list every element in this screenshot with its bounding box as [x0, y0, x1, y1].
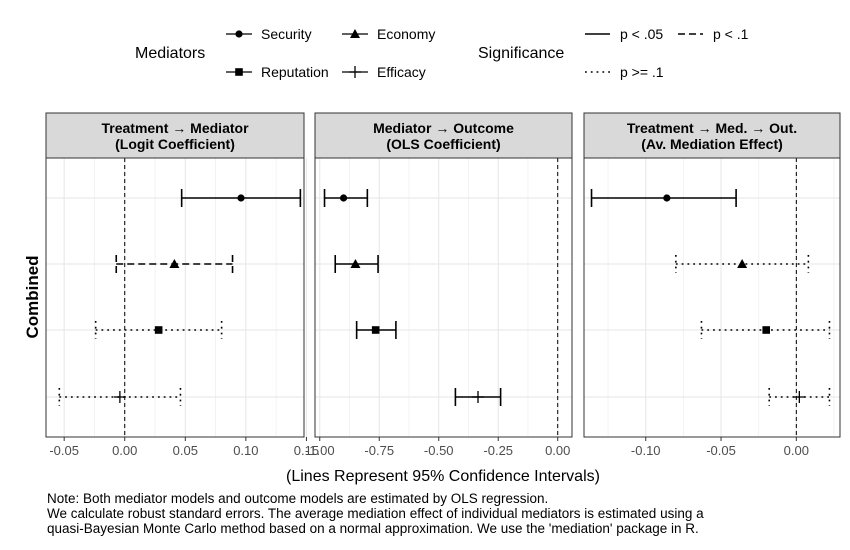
point-estimate-marker — [154, 326, 163, 334]
point-estimate-marker — [762, 326, 771, 334]
legend-label: p < .05 — [620, 26, 663, 42]
chart-panels: Treatment → Mediator(Logit Coefficient) -… — [45, 112, 841, 458]
data-point-economy — [334, 255, 379, 273]
tick-label: 0.00 — [545, 443, 570, 458]
legend-item-efficacy: Efficacy — [342, 64, 426, 80]
point-estimate-marker — [339, 194, 348, 202]
data-point-security — [323, 189, 369, 207]
point-estimate-marker — [737, 259, 748, 268]
tick-label: -0.10 — [631, 443, 661, 458]
row-label: Combined — [23, 255, 42, 338]
panel-title-line: Treatment → Med. → Out. — [627, 120, 797, 136]
data-point-efficacy — [768, 388, 831, 406]
legend: Mediators Security Economy Reputation Effica… — [135, 26, 749, 80]
legend-significance-title: Significance — [478, 45, 564, 62]
point-estimate-marker — [663, 194, 671, 202]
data-point-reputation — [94, 321, 223, 339]
panel-border — [314, 157, 573, 438]
panel-title-line: (Logit Coefficient) — [115, 136, 235, 152]
reputation-marker-icon — [235, 68, 243, 76]
panel-1: Treatment → Mediator(Logit Coefficient) -… — [45, 112, 319, 458]
data-point-reputation — [700, 321, 831, 339]
panel-border — [45, 157, 305, 438]
data-point-reputation — [355, 321, 397, 339]
tick-label: 0.05 — [173, 443, 198, 458]
legend-label: Efficacy — [377, 64, 426, 80]
tick-label: 0.15 — [294, 443, 319, 458]
legend-item-economy: Economy — [342, 26, 435, 42]
footnote: Note: Both mediator models and outcome m… — [47, 491, 704, 536]
efficacy-marker-icon — [349, 66, 361, 78]
panel-border — [583, 157, 841, 438]
point-estimate-marker — [169, 259, 180, 268]
footnote-line-3: quasi-Bayesian Monte Carlo method based … — [47, 521, 699, 536]
panel-title-line: Mediator → Outcome — [373, 120, 514, 136]
mediation-chart: Mediators Security Economy Reputation Effica… — [23, 26, 841, 485]
tick-label: 0.10 — [233, 443, 258, 458]
panel-title-line: (OLS Coefficient) — [386, 136, 500, 152]
data-point-security — [590, 189, 737, 207]
point-estimate-marker — [113, 391, 126, 403]
panel-strip — [45, 112, 305, 159]
legend-item-significance: p >= .1 — [585, 64, 664, 80]
panel-3: Treatment → Med. → Out.(Av. Mediation Ef… — [583, 112, 841, 458]
tick-label: -0.05 — [706, 443, 736, 458]
legend-item-significance: p < .1 — [678, 26, 749, 42]
data-point-efficacy — [58, 388, 182, 406]
footnote-line-1: Note: Both mediator models and outcome m… — [47, 491, 549, 506]
panel-title-line: Treatment → Mediator — [101, 120, 249, 136]
point-estimate-marker — [350, 259, 361, 268]
footnote-line-2: We calculate robust standard errors. The… — [47, 506, 704, 521]
data-point-efficacy — [454, 388, 502, 406]
legend-mediators-title: Mediators — [135, 45, 205, 62]
legend-label: Security — [261, 26, 312, 42]
data-point-economy — [115, 255, 234, 273]
tick-label: -1.00 — [305, 443, 335, 458]
legend-item-reputation: Reputation — [226, 64, 329, 80]
tick-label: 0.00 — [112, 443, 137, 458]
legend-item-significance: p < .05 — [585, 26, 663, 42]
legend-label: p >= .1 — [620, 64, 664, 80]
tick-label: -0.05 — [49, 443, 79, 458]
point-estimate-marker — [237, 194, 245, 202]
tick-label: -0.75 — [364, 443, 394, 458]
panel-2: Mediator → Outcome(OLS Coefficient) -1.00… — [305, 112, 573, 458]
data-point-economy — [675, 255, 810, 273]
panel-title-line: (Av. Mediation Effect) — [641, 136, 783, 152]
tick-label: 0.00 — [784, 443, 809, 458]
point-estimate-marker — [793, 391, 806, 403]
security-marker-icon — [235, 30, 243, 38]
legend-label: Reputation — [261, 64, 329, 80]
data-point-security — [180, 189, 302, 207]
tick-label: -0.50 — [424, 443, 454, 458]
legend-label: p < .1 — [713, 26, 749, 42]
economy-marker-icon — [350, 29, 360, 38]
point-estimate-marker — [472, 391, 485, 403]
legend-label: Economy — [377, 26, 435, 42]
legend-item-security: Security — [226, 26, 312, 42]
tick-label: -0.25 — [483, 443, 513, 458]
x-axis-label: (Lines Represent 95% Confidence Interval… — [286, 468, 600, 485]
point-estimate-marker — [371, 326, 380, 334]
